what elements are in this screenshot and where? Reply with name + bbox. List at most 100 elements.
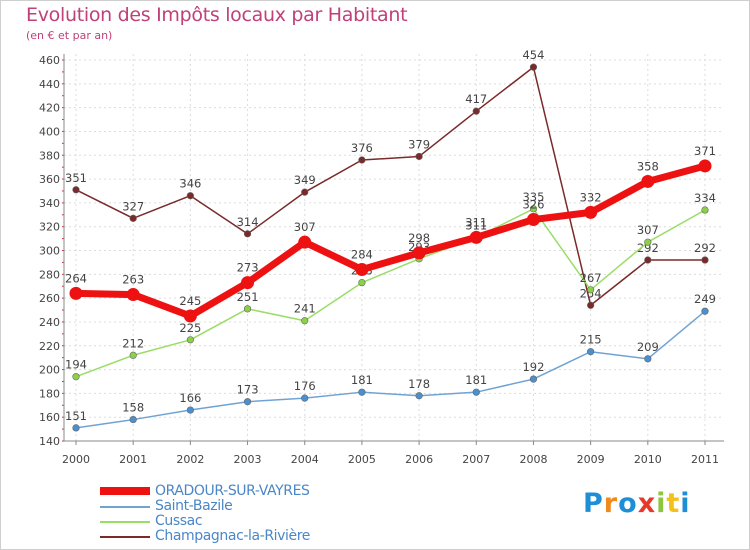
data-label: 166 (179, 391, 201, 405)
data-point (472, 107, 480, 115)
logo-letter: i (680, 488, 691, 519)
series-line (75, 310, 706, 429)
legend-swatch (100, 487, 150, 495)
y-tick-label: 180 (39, 387, 60, 400)
data-point (701, 206, 709, 214)
legend-swatch (100, 536, 150, 538)
data-point (644, 238, 652, 246)
data-point (469, 230, 483, 244)
y-tick-label: 420 (39, 102, 60, 115)
data-point (526, 213, 540, 227)
data-point (701, 256, 709, 264)
y-tick-label: 400 (39, 125, 60, 138)
data-label: 349 (294, 173, 316, 187)
data-point (529, 205, 538, 213)
data-point (301, 394, 309, 402)
data-point (644, 256, 652, 264)
logo-letter: i (656, 488, 667, 519)
data-label: 311 (465, 218, 487, 232)
data-label: 346 (179, 177, 201, 191)
data-point (186, 192, 194, 200)
data-point (587, 286, 595, 294)
y-tick-label: 360 (39, 173, 60, 186)
data-label: 225 (179, 321, 201, 335)
legend-label: Cussac (155, 513, 203, 529)
y-tick-label: 260 (39, 292, 60, 305)
data-point (129, 415, 137, 424)
x-tick-label: 2002 (176, 453, 204, 466)
data-label: 212 (122, 336, 144, 350)
y-tick-label: 380 (39, 149, 60, 162)
data-label: 178 (408, 377, 430, 391)
series-line (75, 66, 706, 307)
data-point (587, 348, 595, 356)
data-label: 251 (237, 290, 259, 304)
y-tick-label: 140 (39, 435, 60, 448)
legend-label: Champagnac-la-Rivière (155, 528, 311, 544)
legend-label: Saint-Bazile (155, 498, 233, 514)
data-point (72, 373, 80, 381)
data-point (186, 406, 194, 414)
logo-letter: r (603, 488, 619, 519)
y-tick-label: 440 (39, 78, 60, 91)
data-point (355, 263, 369, 277)
y-tick-label: 200 (39, 364, 60, 377)
data-label: 273 (237, 261, 259, 275)
logo-letter: o (618, 488, 638, 519)
data-point (529, 63, 538, 71)
x-tick-label: 2008 (519, 453, 547, 466)
data-label: 376 (351, 141, 373, 155)
data-point (241, 276, 255, 290)
data-label: 307 (637, 223, 659, 237)
data-label: 335 (522, 190, 544, 204)
y-tick-label: 320 (39, 221, 60, 234)
data-label: 194 (65, 358, 87, 372)
logo-letter: P (583, 488, 604, 519)
x-tick-label: 2007 (462, 453, 490, 466)
x-tick-label: 2001 (119, 453, 147, 466)
x-tick-label: 2011 (691, 453, 719, 466)
x-tick-label: 2009 (577, 453, 605, 466)
data-label: 307 (294, 220, 316, 234)
data-label: 215 (580, 333, 602, 347)
data-label: 263 (122, 273, 144, 287)
chart-title: Evolution des Impôts locaux par Habitant (26, 4, 408, 26)
data-label: 358 (637, 159, 659, 173)
data-label: 267 (580, 271, 602, 285)
data-point (243, 305, 252, 313)
y-tick-label: 160 (39, 411, 60, 424)
data-label: 209 (637, 340, 659, 354)
data-label: 332 (580, 190, 602, 204)
data-label: 292 (694, 241, 716, 255)
chart-subtitle: (en € et par an) (26, 29, 113, 42)
data-point (584, 205, 598, 219)
data-point (243, 230, 252, 238)
legend-swatch (100, 506, 150, 508)
logo-letter: t (666, 488, 681, 519)
data-point (358, 279, 366, 287)
data-label: 371 (694, 144, 716, 158)
y-tick-label: 340 (39, 197, 60, 210)
data-point (183, 309, 197, 323)
data-point (186, 336, 194, 344)
data-point (412, 246, 426, 260)
data-label: 249 (694, 292, 716, 306)
data-label: 326 (522, 198, 544, 212)
y-tick-label: 280 (39, 268, 60, 281)
data-label: 292 (637, 241, 659, 255)
x-tick-label: 2006 (405, 453, 433, 466)
data-label: 264 (65, 271, 87, 285)
data-point (701, 307, 709, 315)
data-point (129, 351, 137, 359)
data-point (358, 388, 366, 396)
data-label: 298 (408, 231, 430, 245)
data-label: 334 (694, 191, 716, 205)
y-tick-label: 300 (39, 245, 60, 258)
data-point (415, 392, 423, 400)
y-tick-label: 240 (39, 316, 60, 329)
legend-swatch (100, 521, 150, 523)
data-point (415, 152, 423, 161)
x-tick-label: 2004 (291, 453, 319, 466)
data-point (298, 235, 312, 249)
